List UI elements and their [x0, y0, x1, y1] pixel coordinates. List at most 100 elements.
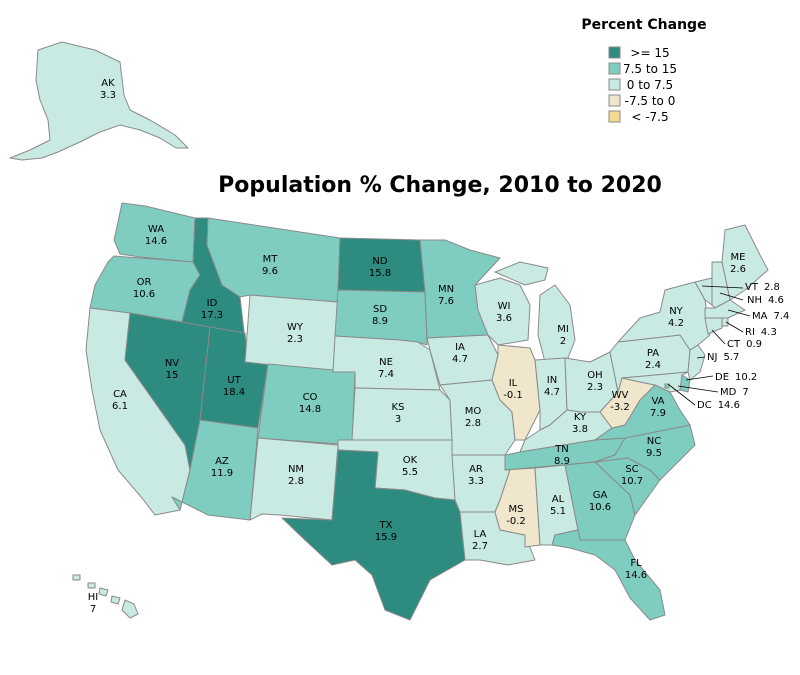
- state-value: 4.3: [761, 327, 777, 338]
- state-value: 7: [742, 387, 748, 398]
- legend-label-c4: -7.5 to 0: [625, 94, 676, 108]
- state-abbr: NJ: [707, 352, 717, 363]
- state-abbr-oh: OH: [587, 370, 602, 381]
- state-az: [171, 419, 259, 521]
- state-value-id: 17.3: [201, 310, 223, 321]
- state-abbr: DE: [715, 372, 729, 383]
- state-value-sd: 8.9: [372, 316, 388, 327]
- map-title: Population % Change, 2010 to 2020: [218, 173, 662, 198]
- state-value-ne: 7.4: [378, 369, 394, 380]
- state-ak: [9, 41, 189, 161]
- legend-label-c1: >= 15: [630, 46, 669, 60]
- state-abbr-co: CO: [303, 392, 318, 403]
- state-abbr-ut: UT: [227, 375, 241, 386]
- state-fl: [551, 529, 666, 621]
- state-label-ma: MA 7.4: [752, 311, 789, 322]
- state-abbr-tx: TX: [379, 520, 393, 531]
- state-abbr-ak: AK: [101, 78, 115, 89]
- state-label-dc: DC 14.6: [697, 400, 740, 411]
- state-value-fl: 14.6: [625, 570, 647, 581]
- state-abbr-ca: CA: [113, 389, 127, 400]
- state-value-nv: 15: [166, 370, 179, 381]
- state-value-ky: 3.8: [572, 424, 588, 435]
- state-ct: [704, 317, 723, 335]
- state-value: 7.4: [773, 311, 789, 322]
- state-abbr-ne: NE: [379, 357, 393, 368]
- state-value-mn: 7.6: [438, 296, 454, 307]
- state-value-sc: 10.7: [621, 476, 643, 487]
- states-layer: [9, 41, 769, 621]
- state-label-ri: RI 4.3: [745, 327, 777, 338]
- state-value-ga: 10.6: [589, 502, 611, 513]
- state-value-nc: 9.5: [646, 448, 662, 459]
- state-abbr: VT: [745, 282, 759, 293]
- state-abbr: NH: [747, 295, 762, 306]
- state-abbr-hi: HI: [88, 592, 98, 603]
- state-abbr-pa: PA: [647, 348, 659, 359]
- state-abbr-mt: MT: [263, 254, 279, 265]
- state-label-de: DE 10.2: [715, 372, 757, 383]
- state-value-pa: 2.4: [645, 360, 661, 371]
- state-dc: [664, 383, 670, 389]
- state-abbr-ky: KY: [574, 412, 587, 423]
- state-value-il: -0.1: [503, 390, 523, 401]
- state-abbr-sc: SC: [625, 464, 638, 475]
- state-abbr-al: AL: [552, 494, 565, 505]
- legend-title: Percent Change: [581, 17, 706, 33]
- state-ri: [721, 317, 729, 327]
- legend-label-c5: < -7.5: [631, 110, 668, 124]
- state-abbr-az: AZ: [215, 456, 229, 467]
- state-abbr-il: IL: [509, 378, 518, 389]
- state-abbr-la: LA: [474, 529, 487, 540]
- state-nj: [687, 344, 706, 381]
- state-value-ca: 6.1: [112, 401, 128, 412]
- state-value-ny: 4.2: [668, 318, 684, 329]
- state-abbr-wy: WY: [287, 322, 304, 333]
- state-abbr-in: IN: [547, 375, 557, 386]
- state-abbr: MD: [720, 387, 737, 398]
- state-abbr-wi: WI: [498, 301, 511, 312]
- state-abbr-ia: IA: [455, 342, 465, 353]
- state-abbr-fl: FL: [630, 558, 642, 569]
- state-value-wa: 14.6: [145, 236, 167, 247]
- state-abbr-ga: GA: [593, 490, 608, 501]
- state-abbr: MA: [752, 311, 768, 322]
- state-abbr-nv: NV: [165, 358, 179, 369]
- state-value-ms: -0.2: [506, 516, 526, 527]
- state-value-mi: 2: [560, 336, 566, 347]
- state-wa: [113, 202, 196, 263]
- state-abbr-ks: KS: [392, 402, 405, 413]
- state-abbr-ms: MS: [509, 504, 524, 515]
- legend-swatch-c4: [608, 94, 621, 107]
- state-value-tx: 15.9: [375, 532, 397, 543]
- state-abbr-tn: TN: [554, 444, 569, 455]
- legend-swatch-c2: [608, 62, 621, 75]
- legend-swatch-c1: [608, 46, 621, 59]
- legend-swatch-c5: [608, 110, 621, 123]
- state-label-vt: VT 2.8: [745, 282, 780, 293]
- state-value-ut: 18.4: [223, 387, 245, 398]
- state-abbr-ar: AR: [469, 464, 483, 475]
- state-abbr-nc: NC: [647, 436, 661, 447]
- state-abbr-mo: MO: [465, 406, 482, 417]
- state-hi: [72, 574, 139, 619]
- state-wi: [474, 277, 531, 346]
- state-abbr-ok: OK: [403, 455, 418, 466]
- state-value-mo: 2.8: [465, 418, 481, 429]
- state-label-ct: CT 0.9: [727, 339, 762, 350]
- state-label-nj: NJ 5.7: [707, 352, 739, 363]
- state-value-va: 7.9: [650, 408, 666, 419]
- legend-label-c2: 7.5 to 15: [623, 62, 677, 76]
- state-abbr-nm: NM: [288, 464, 304, 475]
- state-value-wi: 3.6: [496, 313, 512, 324]
- state-abbr-ny: NY: [669, 306, 683, 317]
- state-il: [491, 344, 541, 441]
- state-value: 14.6: [718, 400, 740, 411]
- state-ks: [351, 387, 453, 441]
- state-value-ok: 5.5: [402, 467, 418, 478]
- state-value-ks: 3: [395, 414, 401, 425]
- state-abbr-mn: MN: [438, 284, 454, 295]
- state-value: 2.8: [764, 282, 780, 293]
- state-abbr-me: ME: [731, 252, 746, 263]
